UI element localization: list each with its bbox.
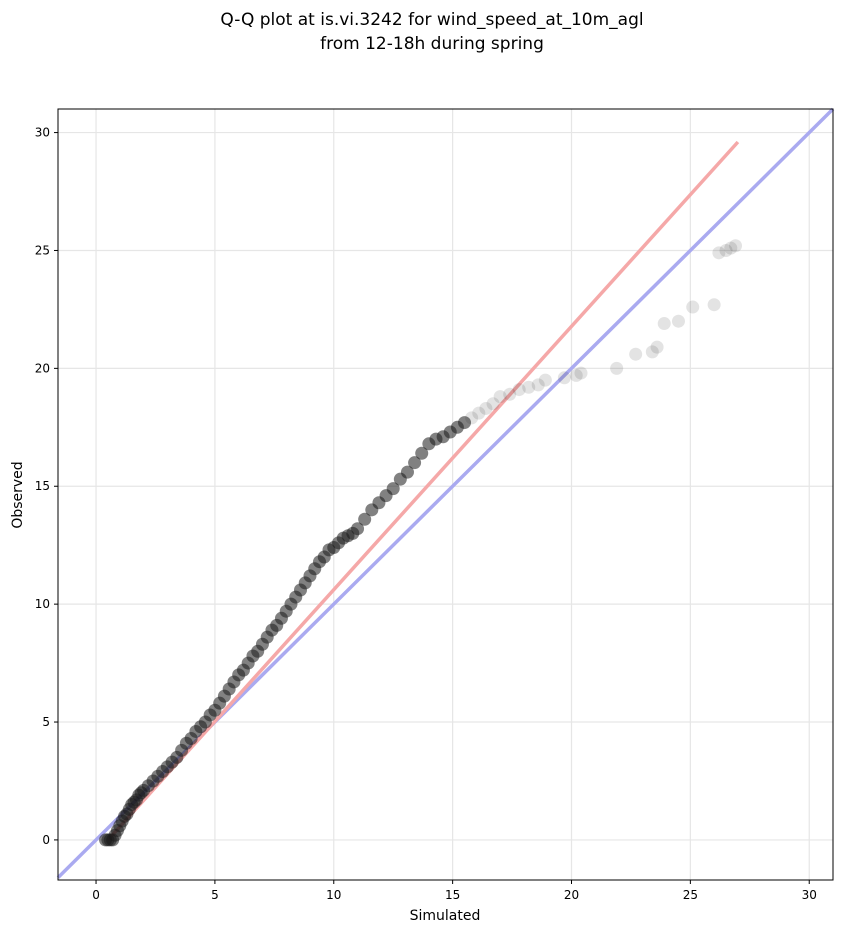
data-point xyxy=(712,246,726,260)
data-point xyxy=(458,416,472,430)
data-point xyxy=(465,411,479,425)
data-point xyxy=(657,317,671,331)
data-point xyxy=(538,373,552,387)
x-tick-label-4: 20 xyxy=(564,888,579,902)
plot-frame xyxy=(57,108,834,881)
x-tick-label-0: 0 xyxy=(92,888,100,902)
data-point xyxy=(671,314,685,328)
y-tick-label-3: 15 xyxy=(35,479,50,493)
data-point xyxy=(408,456,422,470)
data-point xyxy=(719,243,733,257)
data-point xyxy=(479,401,493,415)
x-tick-label-6: 30 xyxy=(802,888,817,902)
x-tick-label-1: 5 xyxy=(211,888,219,902)
chart-title-line-1: Q-Q plot at is.vi.3242 for wind_speed_at… xyxy=(220,10,643,30)
data-point xyxy=(512,383,526,397)
data-point xyxy=(503,387,517,401)
data-point xyxy=(574,366,588,380)
data-point xyxy=(610,361,624,375)
x-axis-ticks: 0 5 10 15 20 25 30 xyxy=(92,880,817,902)
y-tick-label-4: 20 xyxy=(35,361,50,375)
y-tick-label-0: 0 xyxy=(42,833,50,847)
data-point xyxy=(729,239,743,253)
data-point xyxy=(493,390,507,404)
data-point xyxy=(351,522,365,536)
data-point xyxy=(522,380,536,394)
data-point xyxy=(358,512,372,526)
data-point xyxy=(531,378,545,392)
data-point xyxy=(557,371,571,385)
chart-title-line-2: from 12-18h during spring xyxy=(320,34,544,54)
y-tick-label-1: 5 xyxy=(42,715,50,729)
data-point xyxy=(486,397,500,411)
x-tick-label-5: 25 xyxy=(683,888,698,902)
data-point xyxy=(415,446,429,460)
y-tick-label-6: 30 xyxy=(35,126,50,140)
data-point xyxy=(472,406,486,420)
data-point xyxy=(724,241,738,255)
data-points xyxy=(99,239,743,847)
data-point xyxy=(400,465,414,479)
x-tick-label-3: 15 xyxy=(445,888,460,902)
x-tick-label-2: 10 xyxy=(326,888,341,902)
data-point xyxy=(650,340,664,354)
y-tick-label-2: 10 xyxy=(35,597,50,611)
y-axis-ticks: 0 5 10 15 20 25 30 xyxy=(35,126,58,847)
data-point xyxy=(569,368,583,382)
y-tick-label-5: 25 xyxy=(35,243,50,257)
y-axis-label: Observed xyxy=(10,461,26,528)
data-point xyxy=(629,347,643,361)
fit-line xyxy=(106,140,740,842)
x-axis-label: Simulated xyxy=(410,908,481,924)
data-point xyxy=(386,482,400,496)
grid-lines xyxy=(58,109,833,880)
data-point xyxy=(686,300,700,314)
data-point xyxy=(645,345,659,359)
data-point xyxy=(707,298,721,312)
